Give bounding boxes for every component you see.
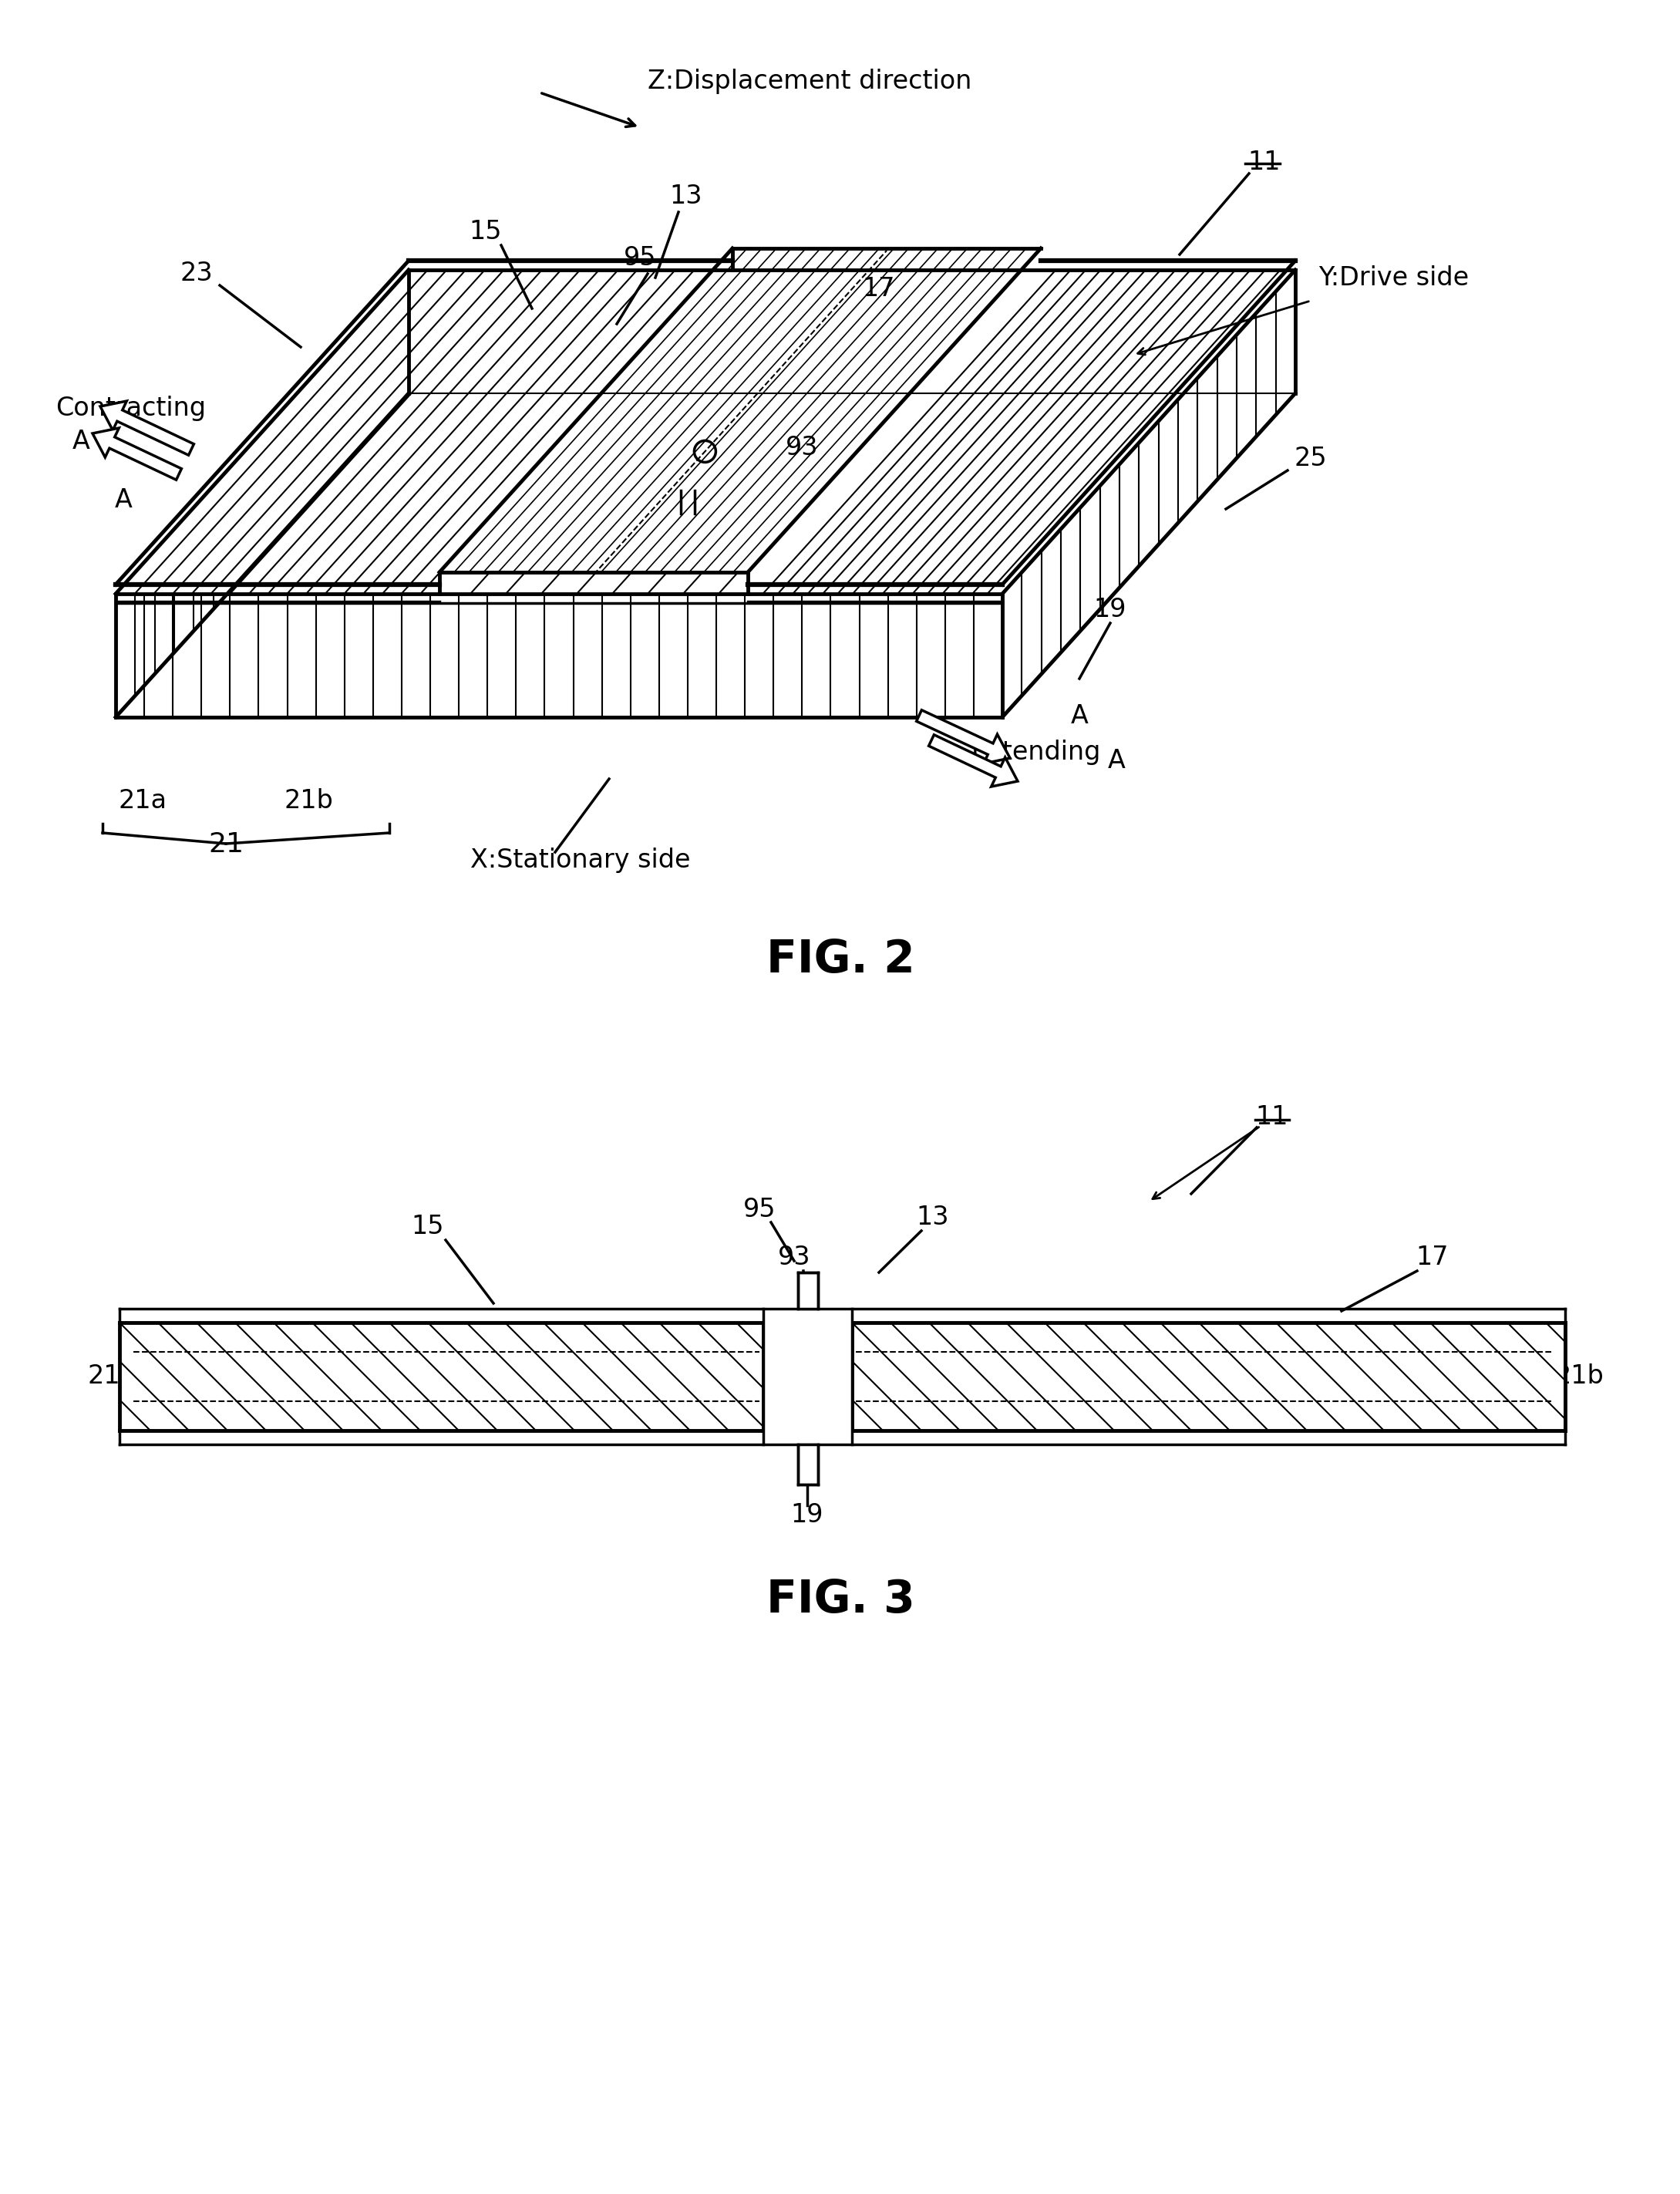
Text: FIG. 3: FIG. 3 [766, 1577, 914, 1621]
Polygon shape [852, 1323, 1566, 1430]
Text: 15: 15 [412, 1213, 444, 1240]
Text: Contracting: Contracting [55, 395, 207, 421]
Text: A: A [114, 487, 133, 513]
Text: Extending: Extending [971, 739, 1102, 766]
Polygon shape [116, 270, 1295, 595]
Text: X:Stationary side: X:Stationary side [470, 847, 690, 873]
Text: 21b: 21b [284, 788, 333, 814]
Text: Z:Displacement direction: Z:Displacement direction [647, 68, 971, 94]
Polygon shape [116, 270, 408, 717]
Text: A: A [72, 428, 89, 454]
Text: 17: 17 [862, 276, 895, 303]
Text: 95: 95 [743, 1196, 776, 1222]
Text: 23: 23 [180, 261, 213, 287]
FancyArrow shape [92, 428, 181, 480]
Polygon shape [1003, 270, 1295, 717]
Polygon shape [763, 1308, 852, 1444]
Text: FIG. 2: FIG. 2 [766, 939, 914, 983]
FancyArrow shape [916, 711, 1010, 764]
Text: 19: 19 [1094, 597, 1127, 621]
Text: 25: 25 [1294, 445, 1327, 472]
Text: 21a: 21a [87, 1365, 136, 1389]
Text: A: A [1107, 748, 1126, 772]
Polygon shape [116, 270, 732, 595]
Text: 21: 21 [208, 832, 244, 858]
Text: 21a: 21a [118, 788, 166, 814]
Text: 11: 11 [1255, 1104, 1289, 1130]
Text: 95: 95 [623, 246, 657, 272]
Polygon shape [440, 248, 1042, 573]
Text: 17: 17 [1416, 1244, 1448, 1270]
Text: 13: 13 [917, 1205, 949, 1229]
FancyArrow shape [929, 735, 1018, 788]
Text: 11: 11 [1248, 149, 1280, 176]
Text: A: A [1070, 702, 1089, 728]
Polygon shape [798, 1273, 818, 1308]
Text: 13: 13 [670, 184, 702, 208]
Polygon shape [119, 1323, 763, 1430]
Text: 21b: 21b [1554, 1365, 1604, 1389]
Text: 93: 93 [786, 434, 818, 461]
Text: 93: 93 [778, 1244, 810, 1270]
Text: 15: 15 [469, 219, 502, 244]
Polygon shape [798, 1444, 818, 1485]
Polygon shape [748, 270, 1295, 595]
Text: Y:Drive side: Y:Drive side [1319, 265, 1468, 290]
Polygon shape [116, 595, 1003, 717]
Text: 19: 19 [791, 1503, 823, 1527]
FancyArrow shape [101, 402, 193, 454]
